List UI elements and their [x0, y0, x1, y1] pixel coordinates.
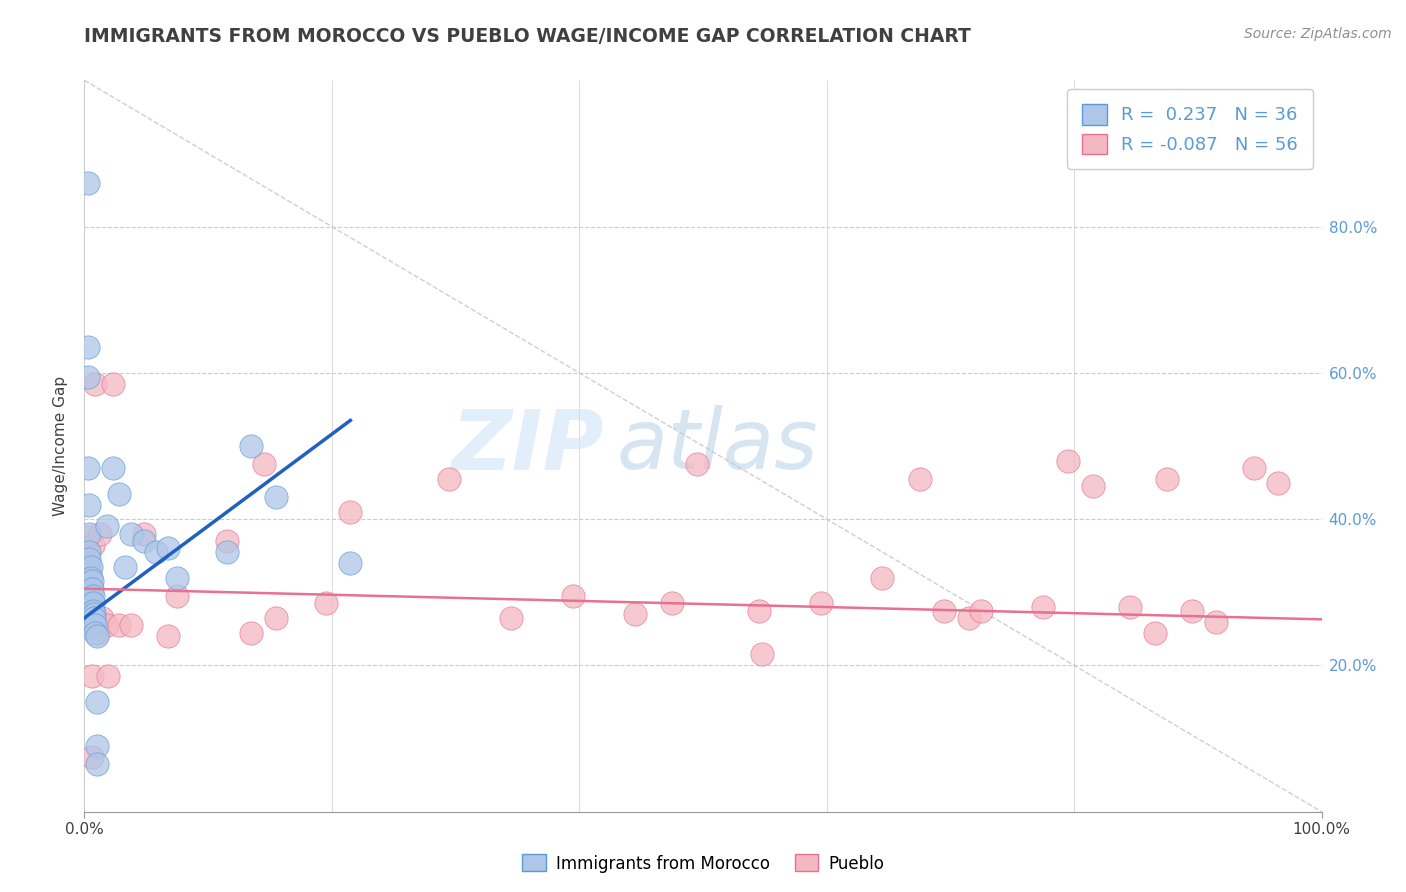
Point	[84, 625, 107, 640]
Point	[80, 574, 103, 589]
Point	[96, 519, 118, 533]
Legend: Immigrants from Morocco, Pueblo: Immigrants from Morocco, Pueblo	[516, 847, 890, 880]
Text: IMMIGRANTS FROM MOROCCO VS PUEBLO WAGE/INCOME GAP CORRELATION CHART: IMMIGRANTS FROM MOROCCO VS PUEBLO WAGE/I…	[84, 27, 972, 45]
Point	[79, 552, 101, 566]
Point	[79, 498, 101, 512]
Point	[80, 603, 103, 617]
Point	[957, 611, 980, 625]
Point	[1267, 475, 1289, 490]
Point	[264, 490, 287, 504]
Point	[101, 461, 124, 475]
Point	[82, 596, 104, 610]
Point	[114, 559, 136, 574]
Point	[120, 618, 142, 632]
Point	[80, 611, 103, 625]
Point	[1081, 479, 1104, 493]
Point	[84, 618, 107, 632]
Point	[77, 369, 100, 384]
Point	[96, 618, 118, 632]
Point	[83, 611, 105, 625]
Point	[240, 439, 263, 453]
Point	[86, 629, 108, 643]
Point	[82, 603, 104, 617]
Point	[686, 458, 709, 472]
Point	[166, 571, 188, 585]
Point	[79, 571, 101, 585]
Point	[157, 541, 180, 556]
Point	[79, 574, 101, 589]
Point	[215, 545, 238, 559]
Point	[82, 589, 104, 603]
Point	[872, 571, 894, 585]
Legend: R =  0.237   N = 36, R = -0.087   N = 56: R = 0.237 N = 36, R = -0.087 N = 56	[1067, 89, 1313, 169]
Point	[970, 603, 993, 617]
Point	[661, 596, 683, 610]
Point	[87, 625, 110, 640]
Point	[80, 749, 103, 764]
Text: atlas: atlas	[616, 406, 818, 486]
Point	[82, 538, 104, 552]
Point	[79, 545, 101, 559]
Point	[624, 607, 647, 622]
Point	[108, 618, 131, 632]
Point	[79, 559, 101, 574]
Point	[1181, 603, 1204, 617]
Point	[83, 607, 105, 622]
Point	[86, 695, 108, 709]
Point	[501, 611, 523, 625]
Point	[562, 589, 585, 603]
Point	[1057, 453, 1080, 467]
Point	[97, 669, 120, 683]
Point	[77, 340, 100, 354]
Point	[101, 376, 124, 391]
Point	[439, 472, 461, 486]
Point	[79, 596, 101, 610]
Point	[339, 505, 361, 519]
Point	[79, 556, 101, 570]
Point	[82, 618, 104, 632]
Point	[1119, 599, 1142, 614]
Point	[1156, 472, 1178, 486]
Point	[79, 589, 101, 603]
Point	[108, 486, 131, 500]
Point	[77, 461, 100, 475]
Point	[132, 526, 155, 541]
Point	[748, 603, 770, 617]
Point	[1243, 461, 1265, 475]
Point	[1143, 625, 1166, 640]
Point	[89, 526, 111, 541]
Y-axis label: Wage/Income Gap: Wage/Income Gap	[53, 376, 69, 516]
Point	[339, 556, 361, 570]
Point	[77, 545, 100, 559]
Text: Source: ZipAtlas.com: Source: ZipAtlas.com	[1244, 27, 1392, 41]
Point	[253, 458, 276, 472]
Point	[810, 596, 832, 610]
Point	[315, 596, 337, 610]
Point	[79, 563, 101, 577]
Point	[77, 530, 100, 544]
Point	[90, 611, 112, 625]
Point	[80, 669, 103, 683]
Point	[86, 739, 108, 753]
Point	[264, 611, 287, 625]
Point	[145, 545, 167, 559]
Point	[79, 582, 101, 596]
Point	[157, 629, 180, 643]
Point	[1032, 599, 1054, 614]
Point	[934, 603, 956, 617]
Point	[240, 625, 263, 640]
Point	[908, 472, 931, 486]
Point	[86, 757, 108, 772]
Point	[84, 376, 107, 391]
Point	[79, 526, 101, 541]
Point	[77, 176, 100, 190]
Text: ZIP: ZIP	[451, 406, 605, 486]
Point	[215, 534, 238, 549]
Point	[120, 526, 142, 541]
Point	[166, 589, 188, 603]
Point	[751, 648, 773, 662]
Point	[132, 534, 155, 549]
Point	[1205, 615, 1227, 629]
Point	[80, 582, 103, 596]
